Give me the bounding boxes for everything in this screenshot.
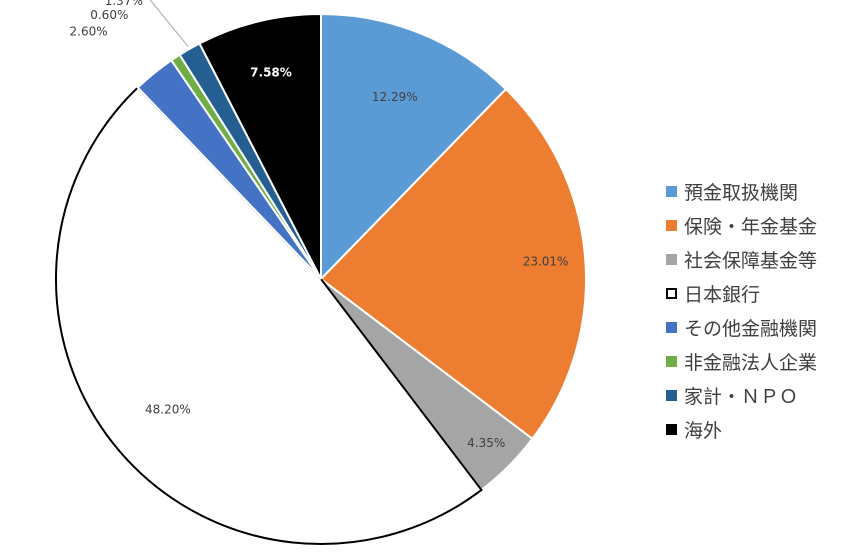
pie-slice-2 <box>319 87 588 441</box>
pie-value-label-6: 0.60% <box>90 8 128 22</box>
legend-swatch <box>666 356 677 368</box>
legend-item-5: その他金融機関 <box>666 310 817 344</box>
legend-label: 社会保障基金等 <box>684 249 818 272</box>
legend-label: 家計・ＮＰＯ <box>684 386 799 409</box>
legend-label: 保険・年金基金 <box>684 215 818 238</box>
pie-value-label-5: 2.60% <box>70 25 108 39</box>
pie-slice-1 <box>320 12 508 282</box>
legend-label: 預金取扱機関 <box>684 181 799 204</box>
chart-legend: 預金取扱機関 保険・年金基金 社会保障基金等 日本銀行その他金融機関 非金融法人企業 家計… <box>666 174 817 447</box>
legend-item-8: 海外 <box>666 413 817 447</box>
legend-item-7: 家計・ＮＰＯ <box>666 379 817 413</box>
legend-label: 日本銀行 <box>684 283 761 306</box>
legend-label: その他金融機関 <box>684 317 818 340</box>
legend-item-3: 社会保障基金等 <box>666 242 817 276</box>
pie-value-label-3: 4.35% <box>467 436 505 450</box>
legend-swatch <box>666 390 677 402</box>
pie-value-label-1: 12.29% <box>372 90 418 104</box>
pie-value-label-8: 7.58% <box>250 66 292 80</box>
legend-label: 非金融法人企業 <box>684 352 818 375</box>
legend-item-1: 預金取扱機関 <box>666 174 817 208</box>
pie-slice-8 <box>198 12 322 280</box>
legend-swatch <box>666 219 677 231</box>
pie-value-label-2: 23.01% <box>523 255 569 269</box>
pie-slice-4 <box>54 86 483 545</box>
legend-label: 海外 <box>684 420 723 443</box>
legend-item-2: 保険・年金基金 <box>666 208 817 242</box>
legend-swatch <box>666 287 677 299</box>
legend-swatch <box>666 185 677 197</box>
legend-swatch <box>666 321 677 333</box>
pie-slices <box>54 12 588 545</box>
pie-value-labels: 12.29% 23.01% 4.35% 48.20% 2.60% 0.60%1.37% 7.… <box>70 0 569 450</box>
legend-swatch <box>666 253 677 265</box>
pie-leader-line-7 <box>145 0 189 47</box>
pie-value-label-7: 1.37% <box>105 0 143 8</box>
legend-item-6: 非金融法人企業 <box>666 344 817 378</box>
pie-value-label-4: 48.20% <box>145 402 191 416</box>
legend-item-4: 日本銀行 <box>666 276 817 310</box>
legend-swatch <box>666 424 677 436</box>
